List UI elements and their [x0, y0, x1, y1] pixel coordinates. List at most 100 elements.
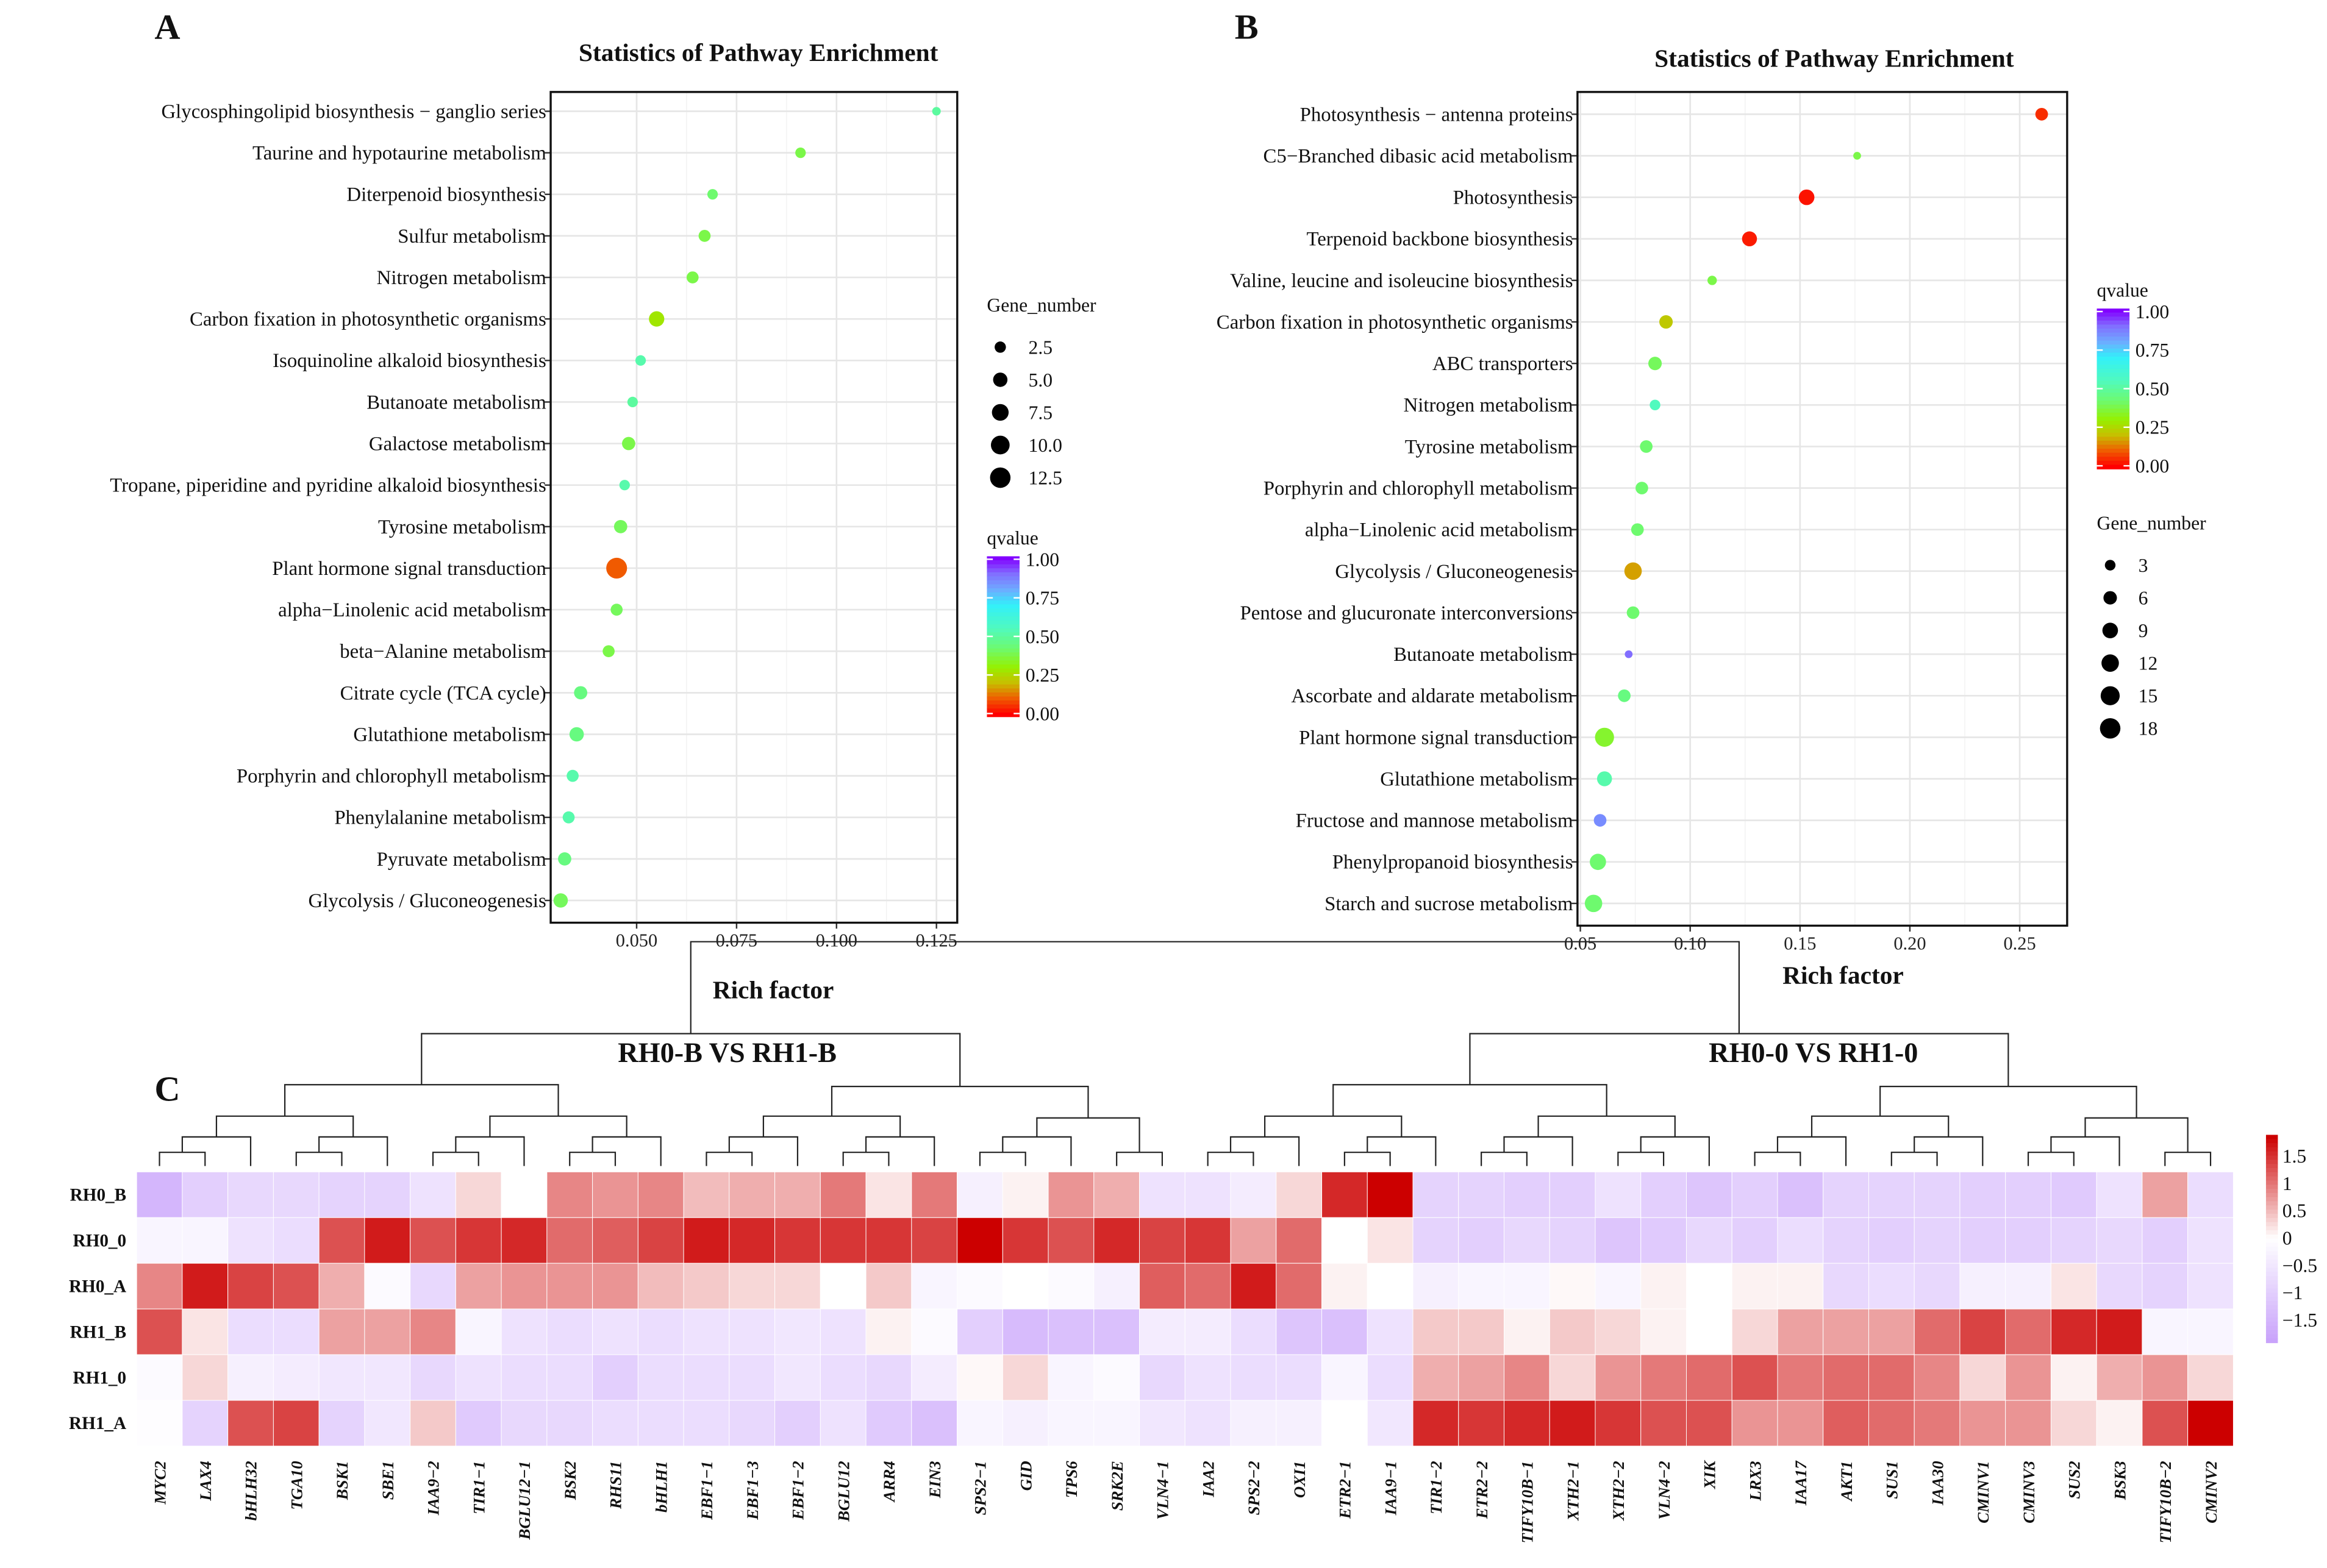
dendrogram-branch — [1367, 1136, 1437, 1166]
heatmap-cell — [1823, 1354, 1869, 1401]
heatmap-cell — [774, 1263, 821, 1310]
colorbar-segment — [2265, 1167, 2278, 1173]
x-tick-label: 0.25 — [2003, 933, 2036, 953]
heatmap-cell — [592, 1171, 638, 1218]
colorbar-segment — [987, 704, 1020, 710]
data-point — [562, 811, 575, 824]
data-point — [686, 271, 699, 283]
column-label: SPS2−2 — [1245, 1461, 1263, 1515]
heatmap-cell — [911, 1400, 958, 1447]
heatmap-cell — [1276, 1354, 1323, 1401]
heatmap-cell — [683, 1354, 730, 1401]
heatmap-cell — [2096, 1263, 2143, 1310]
colorbar-segment — [2096, 320, 2130, 326]
heatmap-cell — [592, 1263, 638, 1310]
colorbar-segment — [987, 632, 1020, 637]
heatmap-cell — [1002, 1400, 1049, 1447]
pathway-label: Glycolysis / Gluconeogenesis — [308, 890, 546, 912]
size-legend-dot — [2104, 560, 2116, 571]
heatmap-cell — [273, 1354, 320, 1401]
heatmap-cell — [1276, 1217, 1323, 1264]
colorbar-segment — [2265, 1259, 2278, 1264]
heatmap-cell — [1868, 1308, 1915, 1355]
colorbar-segment — [987, 656, 1020, 661]
heatmap-cell — [1276, 1263, 1323, 1310]
heatmap-cell — [410, 1171, 456, 1218]
data-point — [606, 557, 627, 579]
pathway-label: alpha−Linolenic acid metabolism — [1305, 519, 1573, 541]
heatmap-cell — [227, 1400, 274, 1447]
chart-b-title: Statistics of Pathway Enrichment — [1654, 44, 2014, 72]
heatmap-cell — [364, 1217, 411, 1264]
pathway-label: Pyruvate metabolism — [377, 849, 547, 871]
heatmap-cell — [957, 1354, 1003, 1401]
heatmap-cell — [1777, 1354, 1824, 1401]
colorbar-segment — [2265, 1238, 2278, 1244]
heatmap-cell — [1002, 1308, 1049, 1355]
pathway-label: Plant hormone signal transduction — [1299, 727, 1573, 749]
colorbar-segment — [2096, 380, 2130, 385]
colorbar-segment — [987, 608, 1020, 613]
colorbar-label: 0.25 — [1026, 665, 1059, 686]
heatmap-cell — [455, 1217, 502, 1264]
heatmap-cell — [683, 1308, 730, 1355]
heatmap-cell — [501, 1217, 548, 1264]
heatmap-cell — [1230, 1354, 1277, 1401]
dendrogram-branch — [318, 1136, 388, 1166]
heatmap-cell — [1914, 1354, 1961, 1401]
dendrogram-branch — [215, 1115, 354, 1137]
heatmap-cell — [1685, 1217, 1732, 1264]
column-label: XIK — [1701, 1459, 1719, 1489]
heatmap-cell — [1321, 1400, 1368, 1447]
pathway-label: Nitrogen metabolism — [1404, 394, 1574, 416]
heatmap-cell — [820, 1171, 867, 1218]
heatmap-cell — [683, 1171, 730, 1218]
heatmap-cell — [1048, 1217, 1095, 1264]
pathway-label: Plant hormone signal transduction — [272, 558, 546, 580]
heatmap-cell — [1549, 1400, 1596, 1447]
column-label: BSK3 — [2111, 1461, 2129, 1500]
colorbar-segment — [2096, 376, 2130, 382]
heatmap-cell — [1868, 1263, 1915, 1310]
heatmap-cell — [683, 1263, 730, 1310]
pathway-label: Tyrosine metabolism — [378, 516, 546, 538]
heatmap-cell — [1048, 1354, 1095, 1401]
data-point — [1659, 315, 1673, 329]
colorbar-segment — [987, 672, 1020, 677]
column-label: TIFY10B−2 — [2156, 1461, 2175, 1543]
size-legend-label: 7.5 — [1029, 402, 1053, 423]
heatmap-cell — [546, 1400, 593, 1447]
heatmap-cell — [410, 1263, 456, 1310]
heatmap-cell — [911, 1354, 958, 1401]
heatmap-cell — [2050, 1354, 2097, 1401]
pathway-label: Terpenoid backbone biosynthesis — [1306, 229, 1573, 251]
dendrogram-branch — [762, 1115, 901, 1137]
heatmap-cell — [1139, 1217, 1185, 1264]
colorbar-segment — [2265, 1185, 2278, 1190]
column-label: BSK1 — [333, 1461, 351, 1500]
colorbar-segment — [2096, 452, 2130, 458]
heatmap-cell — [410, 1217, 456, 1264]
heatmap-cell — [1458, 1400, 1504, 1447]
colorbar-label: 0 — [2282, 1228, 2292, 1249]
pathway-label: Pentose and glucuronate interconversions — [1240, 602, 1573, 624]
heatmap-cell — [1230, 1171, 1277, 1218]
colorbar-segment — [987, 644, 1020, 649]
heatmap-cell — [2142, 1217, 2189, 1264]
heatmap-cell — [865, 1308, 912, 1355]
pathway-label: Citrate cycle (TCA cycle) — [340, 682, 546, 704]
pathway-label: Diterpenoid biosynthesis — [346, 184, 546, 206]
row-label: RH0_B — [70, 1186, 126, 1205]
heatmap-cell — [318, 1400, 365, 1447]
colorbar-segment — [2265, 1247, 2278, 1252]
heatmap-cell — [683, 1217, 730, 1264]
heatmap-cell — [2187, 1263, 2234, 1310]
heatmap-cell — [273, 1217, 320, 1264]
size-legend-dot — [2100, 686, 2120, 705]
colorbar-segment — [2096, 412, 2130, 418]
heatmap-cell — [2187, 1171, 2234, 1218]
colorbar-segment — [2265, 1309, 2278, 1314]
heatmap-cell — [911, 1308, 958, 1355]
colorbar-segment — [987, 596, 1020, 601]
heatmap-cell — [136, 1400, 183, 1447]
